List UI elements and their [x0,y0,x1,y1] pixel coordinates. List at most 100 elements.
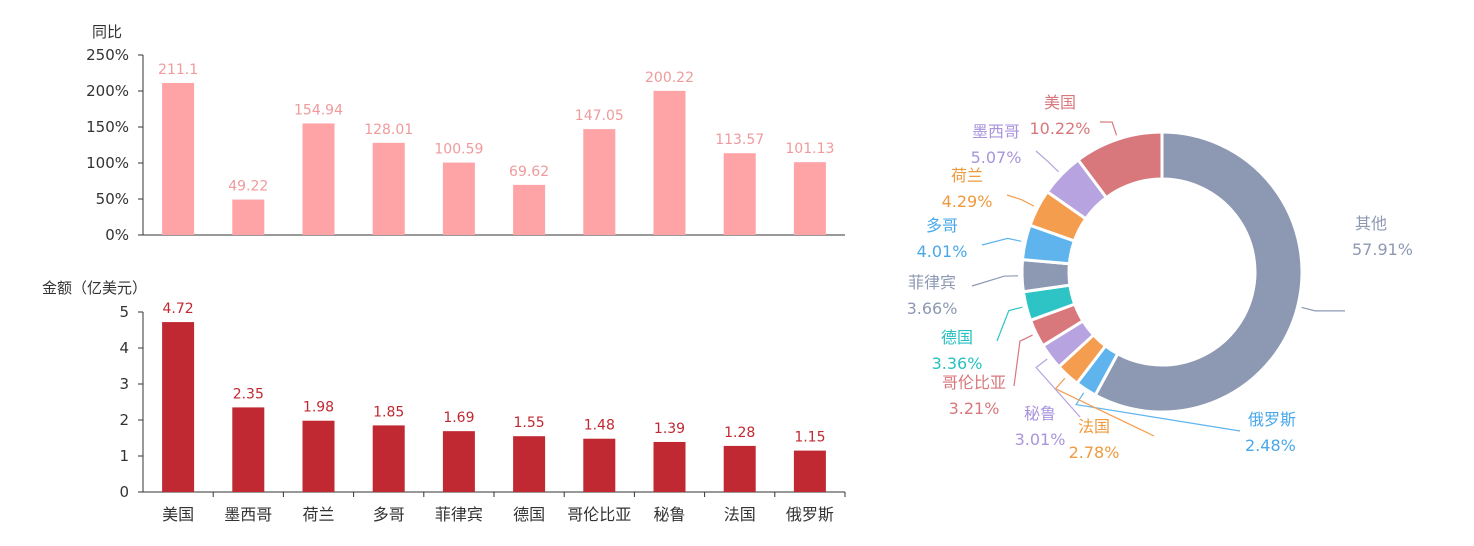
bar [653,441,686,492]
donut-leader-line [996,306,1023,342]
donut-slice [1093,130,1304,414]
x-tick-label: 哥伦比亚 [567,505,631,524]
x-tick-label: 俄罗斯 [786,505,834,524]
bar-value-label: 1.55 [514,415,545,431]
donut-slice-value: 3.66% [907,299,958,318]
donut-slice-label: 荷兰 [951,166,983,185]
x-tick-label: 美国 [162,505,194,524]
donut-slice-value: 10.22% [1029,119,1090,138]
donut-slice-value: 57.91% [1352,240,1413,259]
y-tick-label: 150% [86,118,129,136]
y-tick-label: 3 [119,375,129,393]
bar [162,83,195,236]
donut-slice-label: 俄罗斯 [1248,410,1296,429]
donut-leader-line [981,237,1022,246]
x-tick-label: 墨西哥 [224,505,272,524]
bar-value-label: 128.01 [364,122,413,138]
bar-value-label: 49.22 [228,179,268,195]
donut-slice-value: 3.21% [949,399,1000,418]
donut-leader-line [1035,358,1081,418]
donut-leader-line [1075,392,1241,432]
bar [793,450,826,492]
bar-value-label: 200.22 [645,70,694,86]
amount-bar-chart: 金额（亿美元） 0 1 2 3 4 5 4.72 美国 2.35 墨西哥 1.98 荷兰 1.85 多哥 1… [42,279,846,524]
bar-value-label: 2.35 [233,386,264,402]
donut-slice-label: 秘鲁 [1024,404,1056,423]
bar-value-label: 4.72 [163,301,194,317]
bar [723,153,756,235]
bar [513,436,546,492]
bar [302,420,335,492]
donut-slice-value: 3.36% [932,354,983,373]
y-tick-label: 50% [96,190,129,208]
donut-slice-value: 5.07% [971,148,1022,167]
y-tick-label: 2 [119,411,129,429]
bar-value-label: 1.15 [794,430,825,446]
bar [653,90,686,235]
donut-slice-label: 法国 [1078,417,1110,436]
x-tick-label: 荷兰 [302,505,334,524]
donut-slice-label: 德国 [941,328,973,347]
donut-slice-label: 墨西哥 [972,122,1020,141]
y-tick-label: 250% [86,46,129,64]
bar-value-label: 69.62 [509,164,549,180]
donut-leader-line [1301,306,1345,312]
amount-axis-title: 金额（亿美元） [42,279,147,297]
growth-axis-title: 同比 [92,23,122,41]
donut-leader-line [1013,334,1033,387]
bar-value-label: 147.05 [575,108,624,124]
donut-leader-line [1006,194,1035,207]
donut-slice-value: 4.29% [942,192,993,211]
bar [232,199,265,235]
x-tick-label: 德国 [513,505,545,524]
share-donut-chart: 其他 57.91% 俄罗斯 2.48% 法国 2.78% 秘鲁 3.01% 哥伦比亚 3.21% 德… [907,93,1413,462]
bar-value-label: 1.39 [654,421,685,437]
x-tick-label: 秘鲁 [653,505,685,524]
bar [442,162,475,235]
donut-slice-label: 美国 [1044,93,1076,112]
y-tick-label: 1 [119,447,129,465]
y-tick-label: 4 [119,339,129,357]
donut-slice-value: 2.48% [1245,436,1296,455]
y-tick-label: 200% [86,82,129,100]
donut-leader-line [1035,150,1059,173]
bar [162,322,195,492]
bar-value-label: 211.1 [158,62,198,78]
bar [232,407,265,492]
bar [793,162,826,235]
bar [442,431,475,492]
bar [583,438,616,492]
donut-slice-label: 其他 [1355,214,1387,233]
bar-value-label: 113.57 [715,132,764,148]
bar [583,129,616,235]
bar-value-label: 154.94 [294,102,343,118]
donut-slice-label: 多哥 [926,216,958,235]
bar-value-label: 1.28 [724,425,755,441]
donut-slice-value: 4.01% [917,242,968,261]
bar-value-label: 1.69 [443,410,474,426]
donut-slice-label: 哥伦比亚 [942,373,1006,392]
donut-slice-value: 3.01% [1015,430,1066,449]
bar-value-label: 1.48 [584,418,615,434]
bar [513,184,546,235]
x-tick-label: 法国 [724,505,756,524]
bar [302,123,335,235]
bar-value-label: 1.98 [303,400,334,416]
donut-slice-label: 菲律宾 [908,273,956,292]
bar [723,445,756,492]
bar-value-label: 1.85 [373,404,404,420]
donut-leader-line [1099,121,1118,136]
x-tick-label: 菲律宾 [435,505,483,524]
y-tick-label: 0% [105,226,129,244]
donut-leader-line [971,275,1019,287]
x-tick-label: 多哥 [373,505,405,524]
donut-slice-value: 2.78% [1069,443,1120,462]
y-tick-label: 5 [119,303,129,321]
donut-slice [1076,130,1164,200]
bar [372,425,405,492]
y-tick-label: 0 [119,483,129,501]
y-tick-label: 100% [86,154,129,172]
bar-value-label: 101.13 [785,141,834,157]
